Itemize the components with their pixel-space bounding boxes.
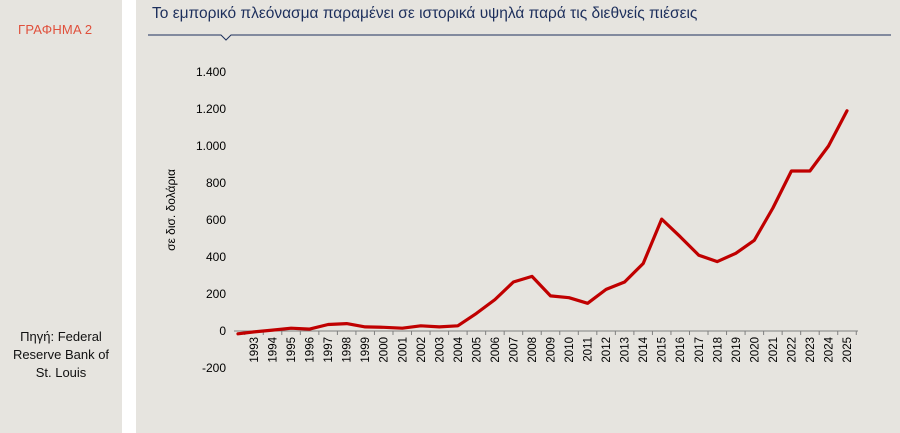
source-line-3: St. Louis xyxy=(35,365,87,380)
x-tick-label: 2019 xyxy=(731,337,743,363)
x-tick-label: 2024 xyxy=(823,336,835,362)
x-tick-label: 2022 xyxy=(786,337,798,363)
source-line-1: Πηγή: Federal xyxy=(20,329,102,344)
x-tick-label: 2004 xyxy=(453,336,465,362)
chart-title: Το εμπορικό πλεόνασμα παραμένει σε ιστορ… xyxy=(152,5,698,22)
data-point-2016 xyxy=(679,235,682,238)
data-point-2024 xyxy=(827,145,830,148)
x-tick-label: 1999 xyxy=(360,337,372,363)
x-tick-label: 1997 xyxy=(323,337,335,363)
data-point-2010 xyxy=(568,296,571,299)
data-point-1997 xyxy=(327,323,330,326)
line-chart: σε δισ. δολάρια -200 0 200 400 600 800 1.000 1.2… xyxy=(164,65,858,375)
data-point-2019 xyxy=(734,252,737,255)
x-tick-label: 2012 xyxy=(601,337,613,363)
data-point-1996 xyxy=(308,328,311,331)
data-point-2009 xyxy=(549,294,552,297)
source-note: Πηγή: Federal Reserve Bank of St. Louis xyxy=(4,328,118,382)
data-point-1993 xyxy=(253,330,256,333)
x-tick-label: 2002 xyxy=(416,337,428,363)
y-tick-label: 1.400 xyxy=(196,65,226,79)
data-point-2021 xyxy=(771,206,774,209)
y-tick-label: 1.200 xyxy=(196,102,226,116)
data-point-2025 xyxy=(846,109,849,112)
y-tick-label: 800 xyxy=(206,176,226,190)
x-tick-label: 2020 xyxy=(749,337,761,363)
x-tick-label: 2006 xyxy=(490,337,502,363)
y-tick-label: -200 xyxy=(202,361,226,375)
x-tick-label: 2000 xyxy=(379,337,391,363)
y-tick-label: 0 xyxy=(219,324,226,338)
x-tick-label: 2008 xyxy=(527,337,539,363)
x-tick-label: 2025 xyxy=(842,337,854,363)
source-line-2: Reserve Bank of xyxy=(12,347,110,362)
x-tick-label: 2005 xyxy=(471,337,483,363)
data-point-2000 xyxy=(382,326,385,329)
data-point-2008 xyxy=(530,275,533,278)
data-point-2002 xyxy=(419,324,422,327)
data-point-2004 xyxy=(456,324,459,327)
data-point-2017 xyxy=(697,254,700,257)
figure-label: ΓΡΑΦΗΜΑ 2 xyxy=(18,22,93,37)
sidebar: ΓΡΑΦΗΜΑ 2 Πηγή: Federal Reserve Bank of … xyxy=(0,0,122,433)
x-tick-label: 1993 xyxy=(249,337,261,363)
data-point-2003 xyxy=(438,325,441,328)
x-tick-label: 2016 xyxy=(675,337,687,363)
x-tick-label: 1994 xyxy=(268,336,280,362)
data-point-2015 xyxy=(660,218,663,221)
x-tick-label: 1996 xyxy=(305,337,317,363)
x-tick-label: 2007 xyxy=(508,337,520,363)
data-point-1998 xyxy=(345,322,348,325)
data-point-2020 xyxy=(753,239,756,242)
data-point-2006 xyxy=(493,298,496,301)
y-axis-label: σε δισ. δολάρια xyxy=(164,169,178,251)
chart-panel: Το εμπορικό πλεόνασμα παραμένει σε ιστορ… xyxy=(136,0,900,433)
x-tick-label: 2010 xyxy=(564,337,576,363)
data-point-2012 xyxy=(605,288,608,291)
x-tick-label: 2015 xyxy=(657,337,669,363)
y-tick-label: 1.000 xyxy=(196,139,226,153)
data-point-1994 xyxy=(271,329,274,332)
x-tick-label: 2003 xyxy=(434,337,446,363)
y-tick-label: 400 xyxy=(206,250,226,264)
x-tick-label: 2023 xyxy=(805,337,817,363)
y-tick-label: 600 xyxy=(206,213,226,227)
data-point-2011 xyxy=(586,302,589,305)
data-point-2001 xyxy=(401,327,404,330)
data-point-1995 xyxy=(290,327,293,330)
x-tick-label: 2018 xyxy=(712,337,724,363)
data-point-2018 xyxy=(716,260,719,263)
data-point-2013 xyxy=(623,280,626,283)
x-tick-label: 2001 xyxy=(397,337,409,363)
x-tick-label: 2009 xyxy=(546,337,558,363)
x-tick-label: 2014 xyxy=(638,336,650,362)
title-rule xyxy=(148,34,891,41)
x-tick-label: 1995 xyxy=(286,337,298,363)
column-divider xyxy=(122,0,136,433)
series-line xyxy=(236,109,849,336)
x-tick-label: 1998 xyxy=(342,337,354,363)
x-tick-label: 2017 xyxy=(694,337,706,363)
x-tick-label: 2021 xyxy=(768,337,780,363)
y-tick-label: 200 xyxy=(206,287,226,301)
data-point-2014 xyxy=(642,262,645,265)
x-tick-label: 2011 xyxy=(583,337,595,362)
x-tick-label: 2013 xyxy=(620,337,632,363)
data-point-1999 xyxy=(364,325,367,328)
data-point-2022 xyxy=(790,169,793,172)
data-point-2007 xyxy=(512,280,515,283)
data-point-2005 xyxy=(475,312,478,315)
data-point-2023 xyxy=(808,169,811,172)
